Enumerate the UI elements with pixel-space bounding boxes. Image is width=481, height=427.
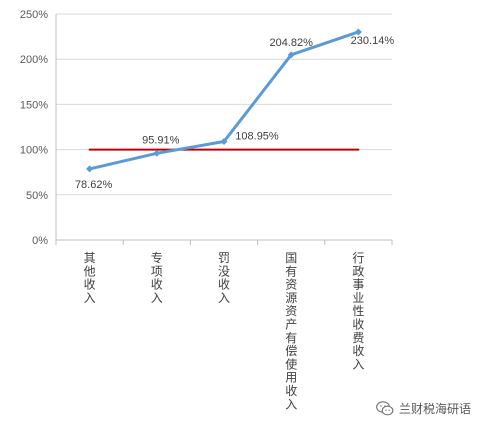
data-label: 204.82%	[269, 37, 313, 49]
y-tick-label: 200%	[20, 54, 48, 66]
y-tick-label: 250%	[20, 9, 48, 21]
category-label: 其他收入	[84, 251, 96, 305]
watermark-text: 兰财税海研语	[398, 402, 471, 416]
watermark: 兰财税海研语	[376, 400, 471, 417]
category-label: 专项收入	[151, 250, 163, 305]
series-line	[88, 30, 360, 171]
wechat-icon	[376, 401, 394, 416]
category-label: 罚没收入	[218, 251, 230, 305]
category-label: 国有资源资产有偿使用收入	[285, 251, 297, 411]
data-point	[354, 28, 362, 36]
data-point	[86, 165, 94, 173]
data-point	[220, 138, 228, 146]
data-point	[153, 149, 161, 157]
y-tick-label: 150%	[20, 99, 48, 111]
data-point	[287, 51, 295, 59]
data-label: 95.91%	[142, 134, 180, 146]
data-label: 108.95%	[235, 131, 279, 143]
y-tick-label: 0%	[32, 235, 48, 247]
y-tick-label: 100%	[20, 145, 48, 157]
data-label: 230.14%	[351, 35, 395, 47]
category-label: 行政事业性收费收入	[352, 251, 364, 371]
y-tick-label: 50%	[26, 190, 48, 202]
data-label: 78.62%	[75, 179, 113, 191]
